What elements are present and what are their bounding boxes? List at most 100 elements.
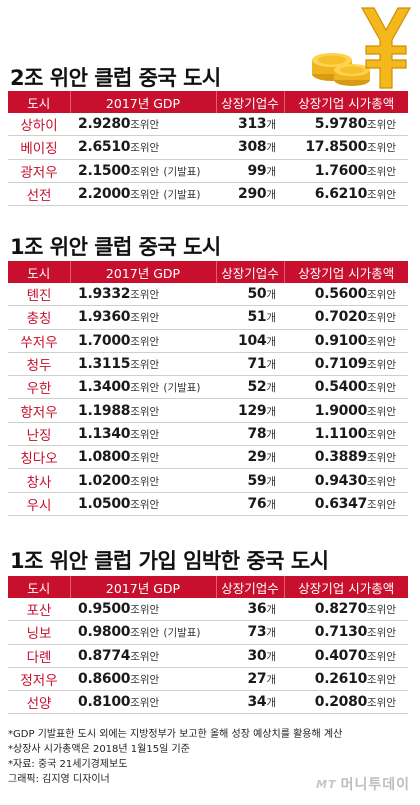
listed-count-unit: 개 bbox=[266, 335, 276, 348]
gdp-unit: 조위안 bbox=[130, 335, 160, 348]
table-row: 정저우 0.8600조위안 27개 0.2610조위안 bbox=[8, 667, 408, 692]
gdp-cell: 0.8600조위안 bbox=[70, 667, 216, 692]
listed-count-cell: 34개 bbox=[216, 690, 284, 715]
market-cap-cell: 0.7109조위안 bbox=[284, 352, 408, 377]
table-row: 난징 1.1340조위안 78개 1.1100조위안 bbox=[8, 422, 408, 447]
gdp-value: 2.9280 bbox=[78, 116, 131, 133]
table-row: 창사 1.0200조위안 59개 0.9430조위안 bbox=[8, 468, 408, 493]
gdp-unit: 조위안 bbox=[130, 498, 160, 511]
listed-count-unit: 개 bbox=[266, 312, 276, 325]
gdp-unit: 조위안 bbox=[130, 674, 160, 687]
table-row: 우시 1.0500조위안 76개 0.6347조위안 bbox=[8, 492, 408, 516]
city-name: 베이징 bbox=[8, 135, 70, 160]
market-cap-unit: 조위안 bbox=[367, 335, 396, 348]
header-city: 도시 bbox=[8, 576, 70, 598]
gdp-value: 1.7000 bbox=[78, 332, 131, 349]
table-row: 항저우 1.1988조위안 129개 1.9000조위안 bbox=[8, 398, 408, 423]
gdp-unit: 조위안 bbox=[130, 119, 160, 132]
gdp-value: 1.3115 bbox=[78, 356, 131, 373]
gdp-value: 1.0800 bbox=[78, 449, 131, 466]
listed-count-value: 290 bbox=[238, 186, 267, 203]
market-cap-unit: 조위안 bbox=[367, 165, 396, 178]
city-name: 칭다오 bbox=[8, 445, 70, 470]
city-name: 정저우 bbox=[8, 667, 70, 692]
gdp-value: 1.3400 bbox=[78, 379, 131, 396]
market-cap-unit: 조위안 bbox=[367, 650, 396, 663]
gdp-unit: 조위안 bbox=[130, 142, 160, 155]
gdp-cell: 1.1988조위안 bbox=[70, 398, 216, 423]
listed-count-cell: 76개 bbox=[216, 492, 284, 516]
footnote-market-cap: *상장사 시가총액은 2018년 1월15일 기준 bbox=[8, 744, 190, 755]
listed-count-cell: 104개 bbox=[216, 329, 284, 353]
listed-count-unit: 개 bbox=[266, 452, 276, 465]
city-name: 난징 bbox=[8, 422, 70, 447]
gdp-cell: 2.6510조위안 bbox=[70, 135, 216, 160]
table-imminent: 도시 2017년 GDP 상장기업수 상장기업 시가총액 포산 0.9500조위안… bbox=[8, 576, 408, 715]
footnote-graphic: 그래픽: 김지영 디자이너 bbox=[8, 774, 110, 785]
gdp-unit: 조위안 bbox=[130, 405, 160, 418]
gdp-cell: 1.9332조위안 bbox=[70, 283, 216, 307]
table-row: 닝보 0.9800조위안 (기발표) 73개 0.7130조위안 bbox=[8, 620, 408, 645]
brand-name: 머니투데이 bbox=[340, 777, 410, 793]
listed-count-unit: 개 bbox=[266, 697, 276, 710]
listed-count-cell: 30개 bbox=[216, 644, 284, 668]
gdp-cell: 1.0800조위안 bbox=[70, 445, 216, 470]
listed-count-value: 313 bbox=[238, 116, 267, 133]
listed-count-unit: 개 bbox=[266, 650, 276, 663]
market-cap-unit: 조위안 bbox=[367, 627, 396, 640]
market-cap-cell: 0.4070조위안 bbox=[284, 644, 408, 668]
listed-count-value: 30 bbox=[247, 647, 267, 664]
table-row: 상하이 2.9280조위안 313개 5.9780조위안 bbox=[8, 113, 408, 137]
listed-count-cell: 78개 bbox=[216, 422, 284, 447]
listed-count-unit: 개 bbox=[266, 119, 276, 132]
table-row: 다롄 0.8774조위안 30개 0.4070조위안 bbox=[8, 644, 408, 668]
city-name: 청두 bbox=[8, 352, 70, 377]
city-name: 선양 bbox=[8, 690, 70, 715]
header-listed-count: 상장기업수 bbox=[215, 576, 284, 598]
city-name: 다롄 bbox=[8, 644, 70, 668]
market-cap-unit: 조위안 bbox=[367, 604, 396, 617]
listed-count-cell: 27개 bbox=[216, 667, 284, 692]
yuan-coins-icon bbox=[312, 7, 412, 89]
listed-count-value: 99 bbox=[247, 162, 267, 179]
gdp-cell: 0.9800조위안 (기발표) bbox=[70, 620, 216, 645]
table-row: 선전 2.2000조위안 (기발표) 290개 6.6210조위안 bbox=[8, 182, 408, 207]
gdp-unit: 조위안 bbox=[130, 697, 160, 710]
gdp-value: 0.8774 bbox=[78, 647, 131, 664]
brand-logo: MT 머니투데이 bbox=[316, 774, 410, 794]
listed-count-value: 36 bbox=[247, 601, 267, 618]
table-row: 광저우 2.1500조위안 (기발표) 99개 1.7600조위안 bbox=[8, 159, 408, 183]
market-cap-value: 0.5600 bbox=[314, 286, 368, 303]
market-cap-value: 0.5400 bbox=[314, 379, 368, 396]
gdp-value: 2.1500 bbox=[78, 162, 131, 179]
listed-count-cell: 71개 bbox=[216, 352, 284, 377]
gdp-cell: 2.1500조위안 (기발표) bbox=[70, 159, 216, 183]
listed-count-value: 50 bbox=[247, 286, 267, 303]
table-row: 충칭 1.9360조위안 51개 0.7020조위안 bbox=[8, 305, 408, 330]
market-cap-unit: 조위안 bbox=[367, 289, 396, 302]
listed-count-cell: 52개 bbox=[216, 375, 284, 400]
listed-count-unit: 개 bbox=[266, 142, 276, 155]
market-cap-value: 0.7109 bbox=[314, 356, 368, 373]
market-cap-value: 0.9430 bbox=[314, 472, 368, 489]
section-title-1t: 1조 위안 클럽 중국 도시 bbox=[10, 235, 221, 259]
city-name: 선전 bbox=[8, 182, 70, 207]
gdp-value: 1.0500 bbox=[78, 495, 131, 512]
listed-count-cell: 50개 bbox=[216, 283, 284, 307]
market-cap-value: 0.4070 bbox=[314, 647, 368, 664]
market-cap-unit: 조위안 bbox=[367, 382, 396, 395]
gdp-value: 1.1988 bbox=[78, 402, 131, 419]
listed-count-value: 308 bbox=[238, 139, 267, 156]
gdp-cell: 0.8100조위안 bbox=[70, 690, 216, 715]
market-cap-cell: 0.5400조위안 bbox=[284, 375, 408, 400]
section-title-imminent: 1조 위안 클럽 가입 임박한 중국 도시 bbox=[10, 549, 329, 573]
table-row: 포산 0.9500조위안 36개 0.8270조위안 bbox=[8, 598, 408, 622]
city-name: 우한 bbox=[8, 375, 70, 400]
listed-count-value: 104 bbox=[238, 332, 267, 349]
listed-count-unit: 개 bbox=[266, 165, 276, 178]
table-row: 우한 1.3400조위안 (기발표) 52개 0.5400조위안 bbox=[8, 375, 408, 400]
listed-count-unit: 개 bbox=[266, 405, 276, 418]
market-cap-cell: 0.2610조위안 bbox=[284, 667, 408, 692]
market-cap-cell: 0.2080조위안 bbox=[284, 690, 408, 715]
market-cap-cell: 0.5600조위안 bbox=[284, 283, 408, 307]
